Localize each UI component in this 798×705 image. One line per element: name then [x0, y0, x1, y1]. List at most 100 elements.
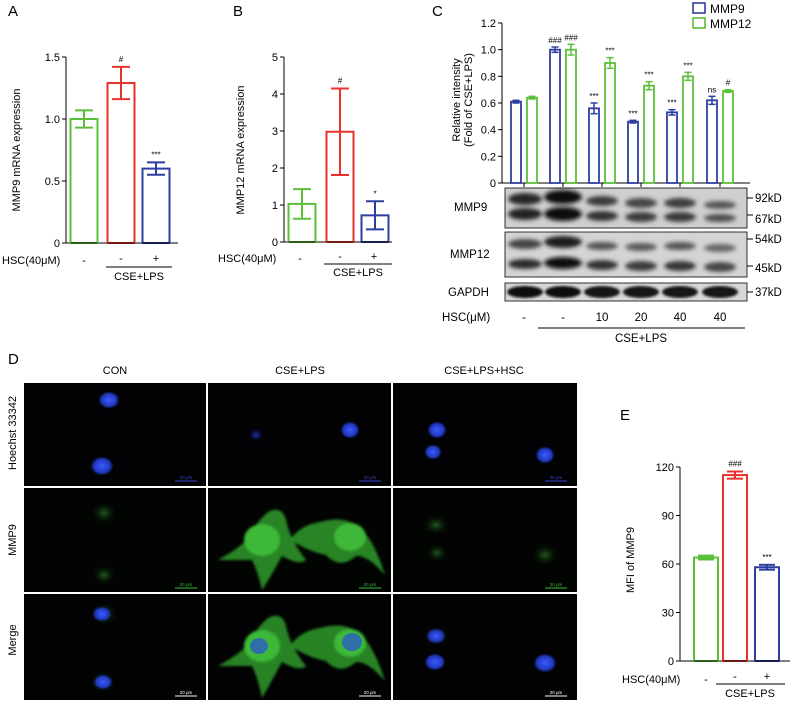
legend-label-mmp12: MMP12: [710, 17, 752, 31]
chart-c-bar-mmp9: [510, 100, 522, 184]
micro-col-hsc: CSE+LPS+HSC: [444, 365, 524, 377]
scale-bar-label: 20 μm: [180, 582, 193, 587]
chart-c-bar-mmp12: [604, 62, 616, 184]
scale-bar-label: 20 μm: [364, 690, 377, 695]
chart-a-bar: [141, 167, 171, 245]
chart-a-minus-1: -: [82, 255, 86, 267]
chart-c-bar-mmp9: [549, 48, 561, 184]
blot-hsc-value: 10: [596, 312, 609, 324]
chart-e-cse-label: CSE+LPS: [725, 688, 775, 700]
scale-bar-label: 20 μm: [364, 475, 377, 480]
marker-54kd: 54kD: [755, 234, 782, 246]
scale-bar-label: 20 μm: [180, 690, 193, 695]
panel-label-d: D: [8, 351, 19, 368]
blot-hsc-label: HSC(μM): [442, 312, 490, 324]
chart-e-hsc-label: HSC(40μM): [622, 674, 680, 686]
hoechst-cse-nuclei: [248, 421, 360, 442]
merge-con-cells: [90, 602, 118, 693]
micro-row-hoechst: Hoechst 33342: [7, 396, 19, 470]
chart-b: MMP12 mRNA expression HSC(40μM) - - + CS…: [218, 52, 392, 279]
chart-e-significance: ###: [728, 460, 742, 469]
chart-a-cse-label: CSE+LPS: [114, 271, 164, 283]
legend-swatch-mmp12: [692, 17, 706, 29]
chart-c-bar-mmp12: [682, 75, 694, 184]
blot-mmp12-frame: [504, 231, 748, 278]
chart-c-ytick-label: 1.0: [481, 45, 496, 57]
chart-e-bar: [722, 474, 748, 663]
chart-a-ylabel: MMP9 mRNA expression: [11, 89, 23, 212]
chart-a-significance: #: [119, 55, 124, 64]
chart-b-significance: *: [373, 189, 376, 198]
chart-b-ytick-label: 5: [272, 52, 278, 64]
chart-c-ytick-label: 0.8: [481, 71, 496, 83]
chart-c-bar-mmp9: [627, 120, 639, 184]
scale-bar-label: 20 μm: [550, 582, 563, 587]
marker-37kd: 37kD: [755, 287, 782, 299]
blot-hsc-value: 40: [674, 312, 687, 324]
chart-c-bar-mmp9: [706, 99, 718, 184]
panel-label-a: A: [8, 3, 18, 20]
micro-row-merge: Merge: [7, 624, 19, 655]
chart-b-ytick-label: 4: [272, 89, 278, 101]
legend-swatch-mmp9: [692, 2, 706, 14]
chart-a-hsc-label: HSC(40μM): [2, 255, 60, 267]
chart-c-bar-mmp12: [722, 90, 734, 184]
chart-a-ytick-label: 1.0: [45, 114, 60, 126]
chart-b-hsc-label: HSC(40μM): [218, 253, 276, 265]
marker-45kd: 45kD: [755, 263, 782, 275]
panel-label-c: C: [432, 3, 443, 20]
blot-cse-label: CSE+LPS: [615, 333, 667, 345]
micro-col-con: CON: [103, 365, 128, 377]
legend-label-mmp9: MMP9: [710, 2, 745, 16]
blot-label-mmp9: MMP9: [454, 202, 487, 214]
chart-b-ytick-label: 1: [272, 200, 278, 212]
chart-c-ytick-label: 0: [490, 178, 496, 190]
merge-cse-cells: [218, 615, 385, 698]
chart-e-minus-1: -: [704, 674, 708, 686]
scale-bar-label: 20 μm: [180, 475, 193, 480]
chart-a: MMP9 mRNA expression HSC(40μM) - - + CSE…: [2, 52, 178, 283]
chart-c-significance: ###: [564, 33, 578, 42]
chart-e-significance: ***: [762, 553, 771, 562]
chart-b-cse-label: CSE+LPS: [333, 267, 383, 279]
micro-row-mmp9: MMP9: [7, 524, 19, 556]
chart-b-ytick-label: 0: [272, 237, 278, 249]
chart-a-plus: +: [153, 253, 159, 265]
scale-bar-label: 20 μm: [364, 582, 377, 587]
chart-a-bar: [106, 82, 136, 245]
blot-hsc-value: -: [522, 312, 526, 324]
chart-c: Relative intensity (Fold of CSE+LPS) MMP…: [451, 2, 752, 190]
chart-c-ylabel-line2: (Fold of CSE+LPS): [463, 53, 475, 147]
chart-c-ytick-label: 1.2: [481, 18, 496, 30]
chart-e-minus-2: -: [733, 671, 737, 683]
mmp9-cse-cells: [218, 509, 385, 590]
chart-e-ytick-label: 90: [662, 511, 674, 523]
chart-c-significance: ns: [708, 85, 716, 94]
chart-b-significance: #: [338, 76, 343, 85]
blot-label-mmp12: MMP12: [450, 249, 490, 261]
blot-hsc-value: -: [561, 312, 565, 324]
chart-b-ytick-label: 2: [272, 163, 278, 175]
chart-a-ytick-label: 0.5: [45, 176, 60, 188]
chart-a-ytick-label: 1.5: [45, 52, 60, 64]
merge-hsc-cells: [423, 626, 557, 673]
chart-c-significance: ***: [589, 92, 598, 101]
mmp9-con-cells: [91, 502, 117, 585]
chart-e-ylabel: MFI of MMP9: [625, 527, 637, 593]
blot-hsc-value: 20: [635, 312, 648, 324]
chart-c-ytick-label: 0.6: [481, 98, 496, 110]
chart-c-bar-mmp12: [565, 48, 577, 184]
chart-c-significance: ***: [644, 71, 653, 80]
chart-a-bar: [69, 118, 99, 244]
western-blot: MMP9 MMP12 GAPDH 92kD 67kD 54kD 45kD 37k…: [442, 187, 782, 345]
chart-b-minus-1: -: [298, 253, 302, 265]
chart-c-significance: #: [726, 79, 731, 88]
chart-c-bar-mmp12: [643, 84, 655, 184]
chart-e-ytick-label: 30: [662, 608, 674, 620]
hoechst-con-nuclei: [90, 391, 120, 476]
mmp9-hsc-cells: [423, 515, 558, 566]
chart-c-ytick-label: 0.4: [481, 125, 496, 137]
chart-e-ytick-label: 120: [656, 462, 674, 474]
chart-e-plus: +: [764, 671, 770, 683]
